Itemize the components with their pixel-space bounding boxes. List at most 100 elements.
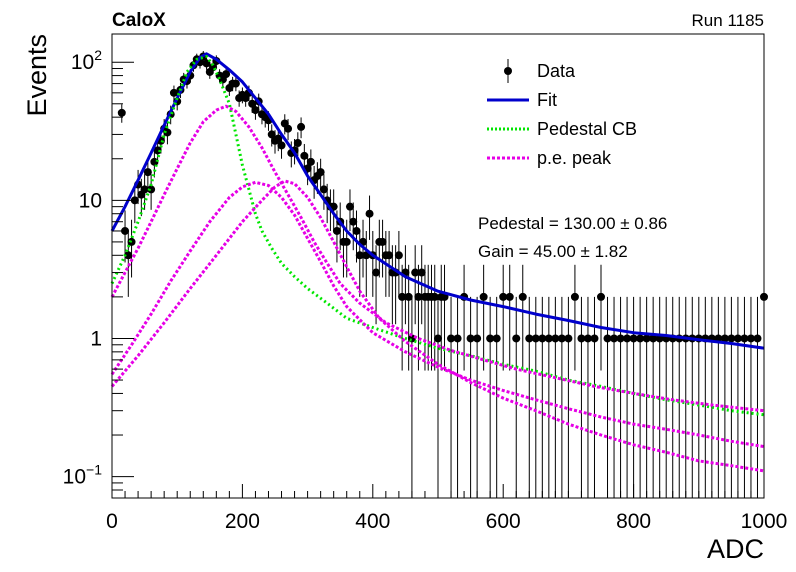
header-left-label: CaloX [112, 10, 166, 31]
data-point-marker [531, 334, 540, 343]
data-point [143, 158, 152, 190]
data-point-marker [417, 268, 426, 277]
data-point-marker [577, 334, 586, 343]
data-point-marker [414, 292, 423, 301]
data-point [251, 101, 260, 120]
legend-marker [504, 67, 512, 75]
data-point [492, 296, 501, 498]
data-point-marker [486, 334, 495, 343]
data-point-marker [623, 334, 632, 343]
data-point-marker [231, 79, 240, 88]
y-tick-label: 10 [79, 189, 102, 212]
data-point [398, 264, 407, 371]
x-tick-label: 1000 [741, 510, 788, 533]
data-point [531, 296, 540, 498]
data-point-marker [342, 237, 351, 246]
data-point [577, 296, 586, 498]
data-point-marker [378, 237, 387, 246]
data-point [453, 296, 462, 498]
data-point [525, 296, 534, 498]
data-point-marker [222, 70, 231, 79]
data-point-marker [642, 334, 651, 343]
data-point-marker [332, 226, 341, 235]
data-point-marker [385, 251, 394, 260]
data-point [505, 264, 514, 371]
x-tick-label: 0 [106, 510, 118, 533]
legend-entry-data: Data [504, 59, 576, 83]
data-point [512, 296, 521, 498]
data-point-marker [746, 334, 755, 343]
data-point [394, 230, 403, 297]
data-point-marker [518, 292, 527, 301]
data-point [297, 117, 306, 139]
y-tick-exponent: 2 [94, 47, 102, 63]
data-point-marker [551, 334, 560, 343]
data-point-marker [753, 334, 762, 343]
data-point [597, 264, 605, 371]
data-point [518, 264, 527, 371]
y-tick-label: 102 [71, 47, 102, 74]
data-point [570, 264, 579, 371]
data-point [753, 296, 762, 498]
gain-annotation: Gain = 45.00 ± 1.82 [478, 242, 628, 261]
data-point [411, 245, 420, 325]
y-tick-base: 10 [71, 51, 94, 74]
data-point-marker [248, 99, 257, 108]
data-point [486, 296, 495, 498]
data-point-marker [277, 141, 286, 150]
legend-label: Data [537, 61, 576, 81]
data-point-marker [525, 334, 534, 343]
data-point-marker [590, 334, 599, 343]
legend-label: Fit [537, 90, 557, 110]
data-point-marker [720, 334, 729, 343]
data-point-marker [430, 292, 439, 301]
curve-p-e-peak-2 [110, 180, 765, 449]
data-point-marker [570, 292, 579, 301]
data-point [479, 264, 488, 371]
data-point-marker [394, 251, 403, 260]
data-point-marker [319, 185, 328, 194]
data-point-marker [544, 334, 553, 343]
data-point-marker [124, 251, 133, 260]
data-point [466, 296, 475, 498]
data-point-marker [727, 334, 736, 343]
data-point-marker [447, 334, 456, 343]
data-point [746, 296, 755, 498]
plot-data-layer [110, 51, 768, 498]
data-point [306, 149, 315, 178]
data-point-marker [434, 334, 442, 343]
data-point [293, 132, 302, 157]
data-point-marker [492, 334, 501, 343]
header-right-label: Run 1185 [692, 11, 764, 30]
data-point-marker [583, 334, 592, 343]
data-point-marker [404, 292, 413, 301]
data-point-marker [355, 251, 364, 260]
data-point-marker [629, 334, 638, 343]
data-point-marker [169, 88, 178, 97]
data-point [300, 143, 309, 171]
data-point-marker [251, 106, 260, 115]
curve-pedestal-cb [110, 55, 765, 417]
curve-p-e-peak-3 [110, 179, 765, 473]
legend-label: p.e. peak [537, 148, 612, 168]
legend-entry-pedestal-cb: Pedestal CB [487, 119, 637, 139]
data-point-marker [499, 292, 508, 301]
data-point-marker [153, 146, 162, 155]
data-point [636, 296, 645, 498]
data-point-marker [597, 292, 605, 301]
data-point [434, 296, 442, 498]
data-point-marker [557, 334, 566, 343]
data-point [583, 296, 592, 498]
data-point [720, 296, 729, 498]
data-point-marker [267, 130, 276, 139]
data-point [629, 296, 638, 498]
legend: Data Fit Pedestal CB p.e. peak [487, 59, 637, 168]
data-point [473, 296, 482, 498]
data-point [551, 296, 560, 498]
data-point-marker [274, 134, 283, 143]
data-point-marker [121, 226, 130, 235]
data-point-marker [603, 334, 612, 343]
data-point-marker [466, 334, 475, 343]
data-point-marker [538, 334, 547, 343]
